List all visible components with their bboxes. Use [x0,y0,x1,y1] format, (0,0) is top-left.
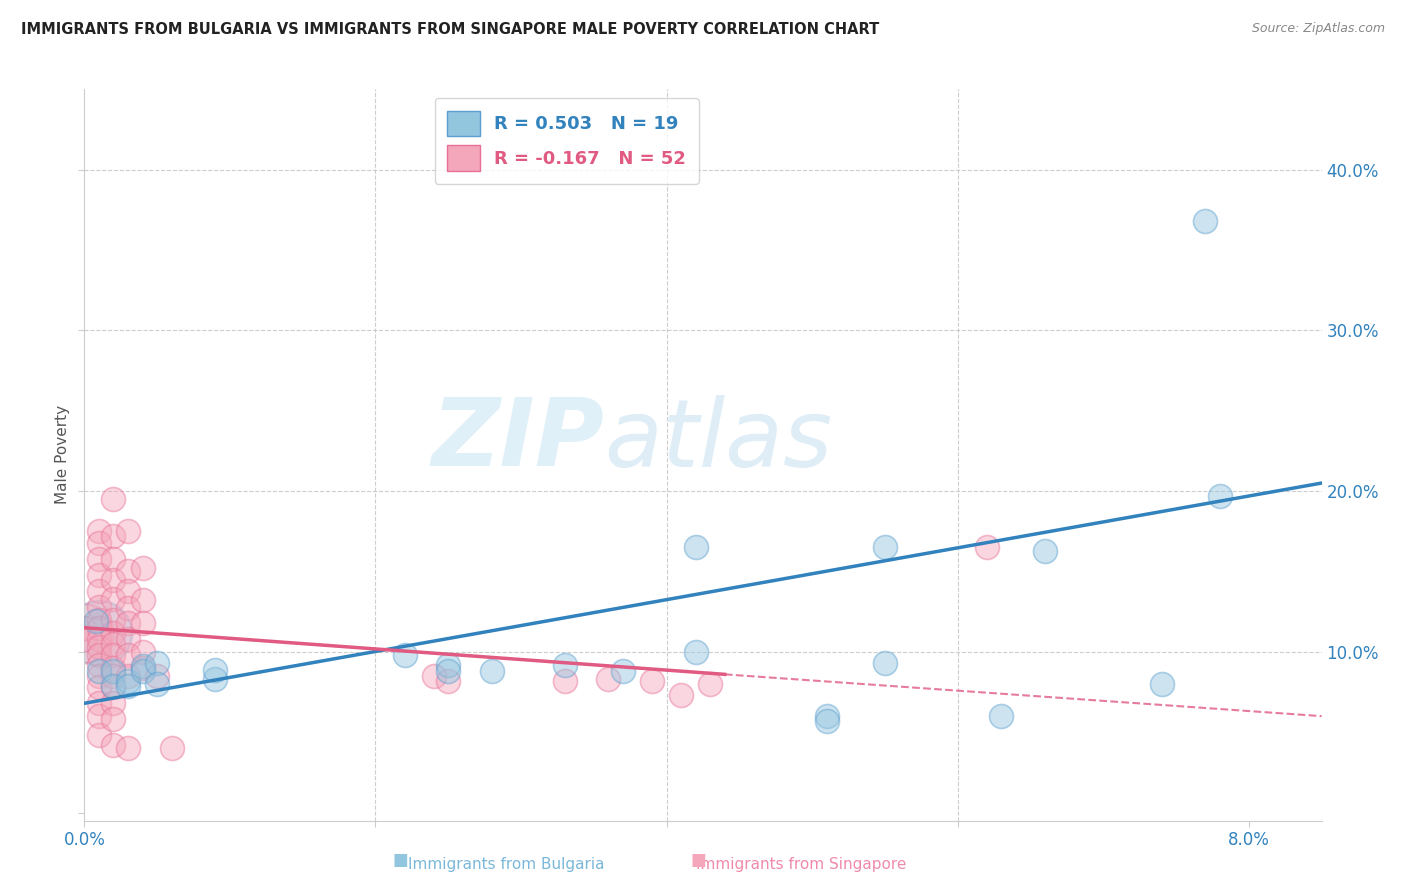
Point [131,645,153,659]
Point [612,664,634,678]
Point [554,673,576,688]
Point [87,599,110,614]
Point [1150,677,1173,691]
Point [1033,543,1056,558]
Point [103,664,125,678]
Point [815,714,838,728]
Point [1209,489,1232,503]
Point [103,648,125,662]
Point [87,680,110,694]
Point [87,535,110,549]
Point [117,632,139,646]
Point [422,669,444,683]
Point [87,524,110,539]
Point [73,621,96,635]
Point [699,677,721,691]
Point [204,663,226,677]
Point [87,640,110,654]
Point [146,656,169,670]
Point [103,669,125,683]
Point [685,645,707,659]
Point [131,615,153,630]
Point [1194,214,1216,228]
Point [437,664,460,678]
Point [87,648,110,662]
Point [103,492,125,507]
Text: ■: ■ [392,851,409,869]
Point [990,709,1012,723]
Point [598,672,620,686]
Point [204,672,226,686]
Point [873,656,896,670]
Point [103,738,125,752]
Point [84,615,107,629]
Point [117,673,139,688]
Point [669,688,692,702]
Point [117,601,139,615]
Point [641,673,664,688]
Point [554,657,576,672]
Point [146,669,169,683]
Point [87,696,110,710]
Point [437,657,460,672]
Point [976,541,998,555]
Point [117,679,139,693]
Point [103,529,125,543]
Point [873,541,896,555]
Point [131,561,153,575]
Point [103,661,125,675]
Text: ■: ■ [690,851,707,869]
Point [103,712,125,726]
Point [87,728,110,742]
Point [146,677,169,691]
Y-axis label: Male Poverty: Male Poverty [55,405,70,505]
Point [103,680,125,694]
Point [131,661,153,675]
Point [103,696,125,710]
Point [87,657,110,672]
Point [87,669,110,683]
Point [87,625,110,640]
Text: Source: ZipAtlas.com: Source: ZipAtlas.com [1251,22,1385,36]
Text: Immigrants from Bulgaria: Immigrants from Bulgaria [408,857,605,872]
Point [117,583,139,598]
Point [481,664,503,678]
Text: atlas: atlas [605,395,832,486]
Point [160,741,183,756]
Point [103,625,125,640]
Text: IMMIGRANTS FROM BULGARIA VS IMMIGRANTS FROM SINGAPORE MALE POVERTY CORRELATION C: IMMIGRANTS FROM BULGARIA VS IMMIGRANTS F… [21,22,879,37]
Point [131,593,153,607]
Point [103,637,125,651]
Point [87,621,110,635]
Point [87,664,110,678]
Point [87,613,110,627]
Point [87,632,110,646]
Point [73,632,96,646]
Point [117,669,139,683]
Point [394,648,416,662]
Point [87,567,110,582]
Point [117,741,139,756]
Point [87,551,110,566]
Point [117,524,139,539]
Text: ZIP: ZIP [432,394,605,486]
Point [87,583,110,598]
Point [117,565,139,579]
Point [73,625,96,640]
Text: Immigrants from Singapore: Immigrants from Singapore [696,857,907,872]
Point [87,709,110,723]
Point [131,664,153,678]
Point [103,613,125,627]
Point [815,709,838,723]
Point [685,541,707,555]
Point [103,679,125,693]
Point [117,615,139,630]
Legend: R = 0.503   N = 19, R = -0.167   N = 52: R = 0.503 N = 19, R = -0.167 N = 52 [434,98,699,184]
Point [437,673,460,688]
Point [103,573,125,587]
Point [103,551,125,566]
Point [103,591,125,606]
Point [117,648,139,662]
Point [131,659,153,673]
